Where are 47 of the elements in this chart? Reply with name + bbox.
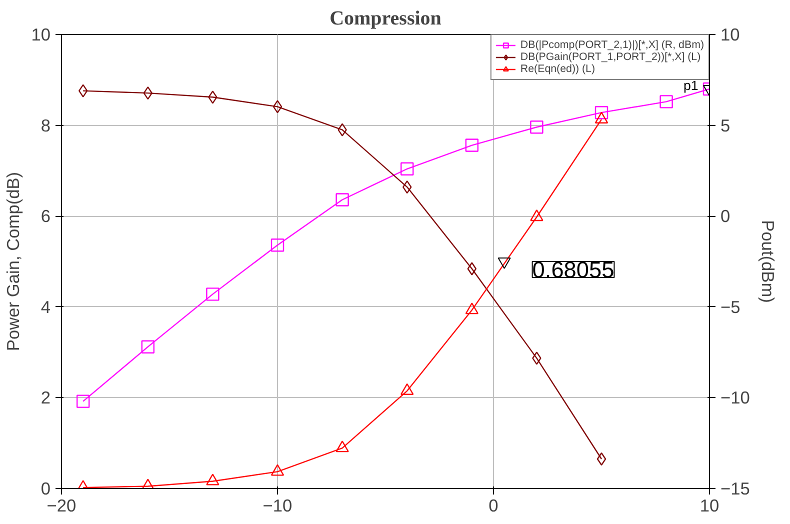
y2-tick-label: −10 (720, 388, 750, 408)
legend-label: DB(PGain(PORT_1,PORT_2))[*,X] (L) (520, 51, 701, 63)
y2-tick-label: −5 (720, 296, 740, 317)
point (594, 106, 608, 120)
chart-title: Compression (330, 8, 442, 30)
y2-tick-label: 5 (720, 115, 730, 136)
y-tick-label: 10 (31, 24, 51, 44)
annotation: 0.68055 (532, 256, 614, 282)
point (400, 383, 414, 395)
point (336, 440, 349, 452)
point (465, 302, 478, 314)
point (530, 120, 544, 134)
point (467, 262, 476, 276)
x-tick-label: −10 (262, 496, 292, 516)
point (141, 478, 154, 488)
y-tick-label: 0 (40, 478, 51, 498)
legend-label: Re(Eqn(ed)) (L) (520, 63, 596, 75)
point (530, 209, 544, 222)
y-tick-label: 2 (40, 388, 51, 408)
annotation: p1 (684, 78, 698, 93)
x-tick-label: −20 (46, 496, 76, 516)
point (206, 288, 220, 301)
y2-tick-label: 10 (720, 24, 740, 44)
point (270, 464, 284, 476)
y-axis-title: Power Gain, Comp(dB) (3, 172, 24, 352)
point (206, 474, 220, 486)
point (465, 138, 478, 152)
y-tick-label: 8 (40, 115, 51, 136)
point (78, 84, 88, 98)
y-tick-label: 6 (40, 206, 51, 226)
point (270, 238, 284, 252)
point (272, 100, 282, 114)
x-tick-label: 0 (488, 496, 498, 516)
point (336, 193, 349, 206)
point (400, 162, 414, 176)
point (208, 90, 218, 104)
legend-label: DB(|Pcomp(PORT_2,1)|)[*,X] (R, dBm) (520, 39, 704, 51)
y2-tick-label: 0 (720, 206, 730, 226)
y2-axis-title: Pout(dBm) (758, 220, 778, 303)
point (141, 340, 154, 354)
point (660, 95, 673, 108)
point (338, 123, 347, 136)
point (532, 352, 542, 365)
point (76, 394, 90, 408)
y2-tick-label: −15 (720, 478, 750, 498)
x-tick-label: 10 (700, 496, 720, 516)
y-tick-label: 4 (40, 296, 51, 317)
